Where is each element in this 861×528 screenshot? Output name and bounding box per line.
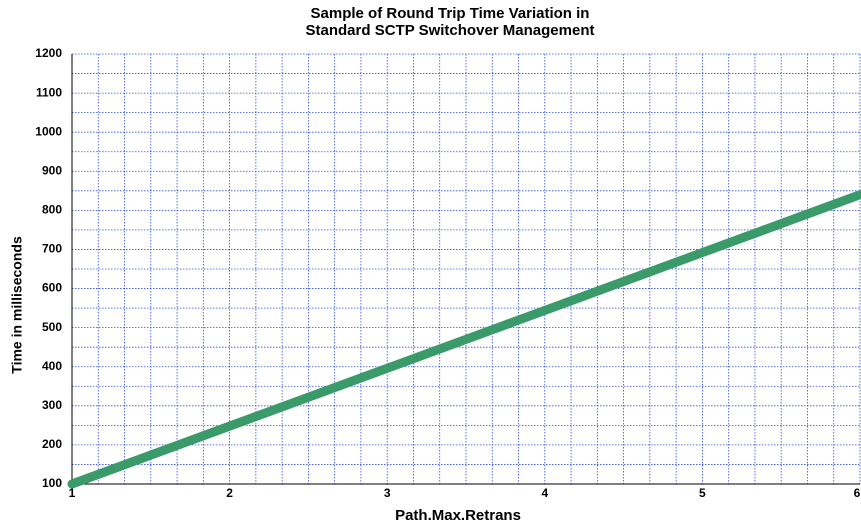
y-axis-label: Time in milliseconds — [9, 236, 25, 374]
y-tick-label: 200 — [42, 437, 62, 451]
y-tick-label: 300 — [42, 398, 62, 412]
y-tick-label: 100 — [42, 476, 62, 490]
y-tick-label: 1000 — [35, 124, 62, 138]
y-tick-label: 1200 — [35, 46, 62, 60]
chart-title: Sample of Round Trip Time Variation in — [311, 5, 590, 22]
y-tick-label: 900 — [42, 163, 62, 177]
chart-title: Standard SCTP Switchover Management — [306, 22, 595, 39]
line-series — [67, 190, 861, 489]
x-tick-label: 5 — [699, 486, 706, 500]
x-tick-label: 3 — [384, 486, 391, 500]
y-tick-label: 400 — [42, 359, 62, 373]
x-tick-label: 2 — [226, 486, 233, 500]
y-tick-label: 700 — [42, 242, 62, 256]
x-tick-label: 4 — [541, 486, 548, 500]
y-tick-label: 500 — [42, 320, 62, 334]
y-tick-label: 800 — [42, 203, 62, 217]
y-tick-label: 1100 — [36, 85, 62, 99]
x-tick-label: 1 — [69, 486, 76, 500]
x-tick-label: 6 — [854, 486, 861, 500]
y-tick-label: 600 — [42, 281, 62, 295]
x-axis-label: Path.Max.Retrans — [395, 507, 521, 524]
